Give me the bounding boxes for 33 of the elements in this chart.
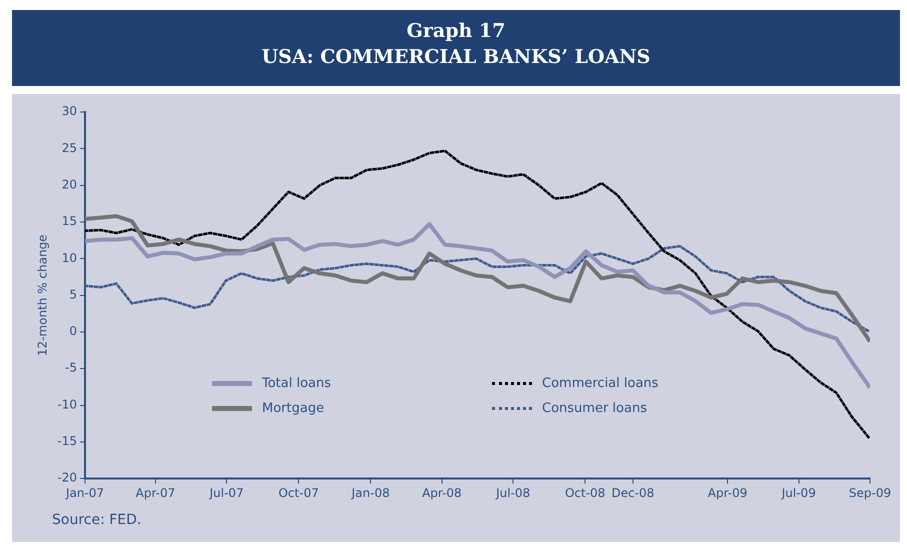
y-tick-label: 20 xyxy=(62,177,77,192)
x-tick-label: Jul-09 xyxy=(780,486,816,500)
chart-title: Graph 17 xyxy=(406,20,506,42)
x-tick-label: Oct-07 xyxy=(278,486,319,500)
legend-label: Total loans xyxy=(262,376,332,391)
source-note: Source: FED. xyxy=(52,512,142,528)
y-tick-label: -10 xyxy=(57,397,77,412)
x-tick-label: Oct-08 xyxy=(564,486,606,500)
chart-subtitle: USA: COMMERCIAL BANKS’ LOANS xyxy=(260,46,652,68)
y-tick-label: 25 xyxy=(62,140,77,155)
x-tick-label: Dec-08 xyxy=(611,486,654,500)
x-tick-label: Jul-07 xyxy=(208,486,244,500)
x-tick-label: Jan-07 xyxy=(64,486,104,500)
y-tick-label: 10 xyxy=(62,250,77,265)
line-series xyxy=(85,244,870,334)
x-tick-label: Jan-08 xyxy=(350,486,390,500)
y-tick-label: -5 xyxy=(65,360,77,375)
y-tick-label: 5 xyxy=(69,287,77,302)
x-tick-label: Sep-09 xyxy=(848,486,892,500)
legend-label: Mortgage xyxy=(262,401,324,416)
line-series xyxy=(85,150,870,440)
x-tick-label: Jul-08 xyxy=(495,486,530,500)
y-tick-label: -15 xyxy=(57,434,77,448)
x-tick-label: Apr-08 xyxy=(422,486,462,500)
y-axis-title: 12-month % change xyxy=(35,234,50,356)
legend-label: Consumer loans xyxy=(542,401,647,416)
legend-label: Commercial loans xyxy=(542,376,658,391)
y-tick-label: 30 xyxy=(62,104,77,118)
y-tick-label: 15 xyxy=(62,214,77,228)
y-tick-label: -20 xyxy=(57,470,77,485)
y-tick-label: 0 xyxy=(69,324,77,338)
x-tick-label: Apr-09 xyxy=(708,486,748,500)
x-tick-label: Apr-07 xyxy=(136,486,176,500)
